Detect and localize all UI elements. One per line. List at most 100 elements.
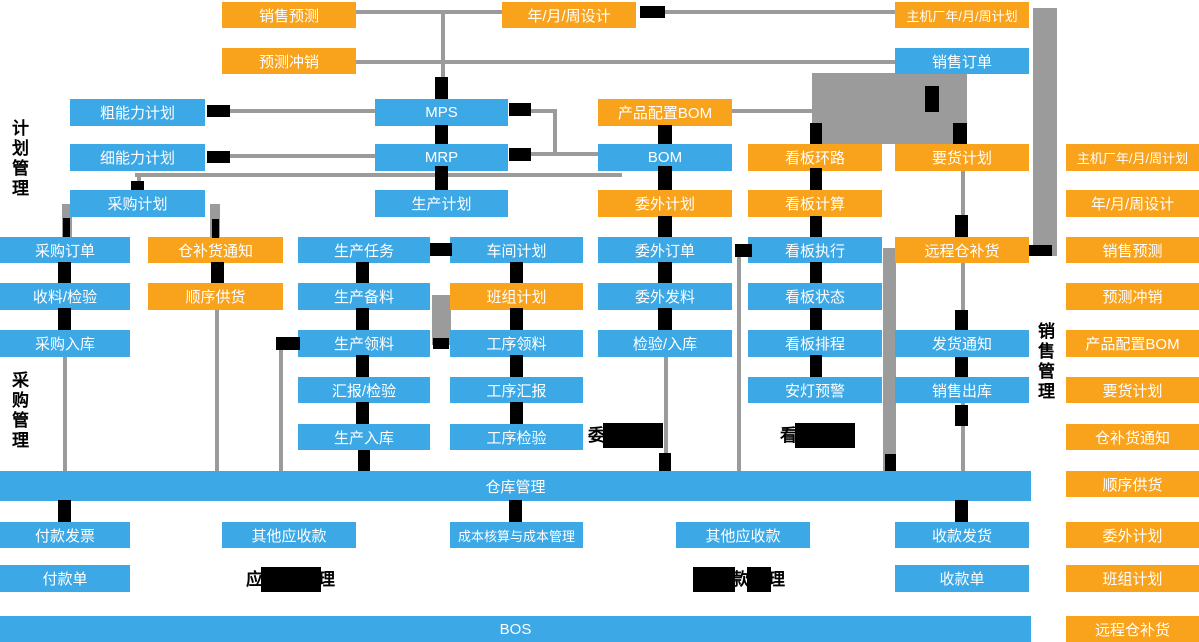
redaction-block: 板管理 (795, 423, 855, 448)
node-sales-outbound: 销售出库 (895, 377, 1029, 403)
node-team-plan: 班组计划 (450, 283, 583, 310)
node-warehouse-management-bar: 仓库管理 (0, 471, 1031, 501)
connector-line (531, 109, 557, 113)
section-label-text: 理 (768, 570, 786, 589)
redaction-block: 管 (747, 567, 771, 592)
node-oem-year-month-week-plan: 主机厂年/月/周计划 (895, 2, 1029, 28)
node-mps: MPS (375, 99, 508, 126)
connector-mark (207, 151, 230, 163)
connector-mark (433, 338, 449, 349)
connector-mark (810, 355, 822, 377)
connector-mark (435, 166, 448, 190)
connector-mark (510, 308, 523, 330)
connector-line (356, 10, 502, 14)
connector-mark (658, 166, 672, 190)
node-shipping-notice: 发货通知 (895, 330, 1029, 357)
node-bom: BOM (598, 144, 732, 171)
connector-mark (1029, 245, 1052, 256)
node-forecast-offset: 预测冲销 (222, 48, 356, 74)
connector-mark (885, 454, 896, 471)
connector-line (135, 173, 622, 177)
section-label-kanban-management: 看板管理 (780, 423, 855, 448)
connector-mark (810, 123, 822, 144)
node-process-report: 工序汇报 (450, 377, 583, 403)
connector-mark (658, 125, 672, 144)
side-label-sales-management: 销售管理 (1035, 322, 1054, 402)
node-rough-capacity-plan: 粗能力计划 (70, 99, 205, 126)
section-label-text: 款 (732, 570, 750, 589)
node-process-picking: 工序领料 (450, 330, 583, 357)
side-label-purchasing-management: 采购管理 (9, 371, 28, 451)
node-remote-warehouse-replenish: 远程仓补货 (895, 237, 1029, 263)
node-rc-sales-forecast: 销售预测 (1066, 237, 1199, 263)
section-label-text: 看 (780, 426, 798, 445)
node-rc-team-plan: 班组计划 (1066, 565, 1199, 592)
node-production-plan: 生产计划 (375, 190, 508, 217)
connector-line (356, 60, 895, 64)
node-kanban-scheduling: 看板排程 (748, 330, 882, 357)
node-fine-capacity-plan: 细能力计划 (70, 144, 205, 171)
connector-mark (658, 308, 672, 330)
node-outsourcing-material-issue: 委外发料 (598, 283, 732, 310)
connector-mark (58, 308, 71, 330)
connector-line (63, 357, 67, 471)
node-kanban-status: 看板状态 (748, 283, 882, 310)
connector-mark (212, 219, 219, 238)
section-label-outsourcing-management: 委外管理 (588, 423, 663, 448)
node-outsourcing-order: 委外订单 (598, 237, 732, 263)
node-andon-warning: 安灯预警 (748, 377, 882, 403)
connector-line (664, 356, 668, 471)
connector-line (230, 154, 375, 158)
node-warehouse-replenish-notice: 仓补货通知 (148, 237, 283, 263)
connector-line (961, 171, 965, 237)
node-other-receivables-left: 其他应收款 (222, 522, 356, 548)
node-rc-remote-warehouse-replenish: 远程仓补货 (1066, 616, 1199, 642)
connector-mark (356, 355, 369, 377)
node-rc-delivery-request-plan: 要货计划 (1066, 377, 1199, 403)
node-other-receivables-right: 其他应收款 (676, 522, 810, 548)
node-purchase-plan: 采购计划 (70, 190, 205, 217)
connector-line (732, 109, 812, 113)
connector-mark (810, 168, 822, 190)
section-label-accounts-payable-management: 应付款管理 (246, 567, 336, 592)
node-rc-warehouse-replenish-notice: 仓补货通知 (1066, 424, 1199, 450)
node-receipt-slip: 收款单 (895, 565, 1029, 592)
node-workshop-plan: 车间计划 (450, 237, 583, 263)
connector-mark (810, 216, 822, 237)
connector-mark (207, 105, 230, 117)
section-label-accounts-receivable-management: 应收款管理 (693, 567, 786, 592)
connector-mark (925, 86, 939, 112)
connector-mark (131, 181, 144, 190)
section-label-text: 理 (318, 570, 336, 589)
node-outsourcing-plan: 委外计划 (598, 190, 732, 217)
redaction-block: 外管理 (603, 423, 663, 448)
connector-mark (435, 125, 448, 144)
connector-mark (63, 218, 70, 237)
node-production-task: 生产任务 (298, 237, 430, 263)
node-kanban-loop: 看板环路 (748, 144, 882, 171)
node-payment-invoice: 付款发票 (0, 522, 130, 548)
connector-mark (810, 308, 822, 330)
node-payment-slip: 付款单 (0, 565, 130, 592)
node-kanban-execution: 看板执行 (748, 237, 882, 263)
connector-mark (955, 215, 968, 237)
node-sales-order: 销售订单 (895, 48, 1029, 74)
connector-line (441, 14, 445, 99)
node-production-picking: 生产领料 (298, 330, 430, 357)
connector-mark (58, 500, 71, 522)
redaction-block: 应收 (693, 567, 735, 592)
connector-mark (356, 308, 369, 330)
connector-mark (509, 148, 531, 161)
node-kanban-calculation: 看板计算 (748, 190, 882, 217)
section-label-text: 委 (588, 426, 606, 445)
connector-line (553, 111, 557, 156)
node-report-inspection: 汇报/检验 (298, 377, 430, 403)
connector-mark (510, 402, 523, 424)
connector-mark (955, 405, 968, 426)
node-rc-forecast-offset: 预测冲销 (1066, 283, 1199, 310)
node-inspection-inbound: 检验/入库 (598, 330, 732, 357)
node-bos-bar: BOS (0, 616, 1031, 642)
node-delivery-request-plan: 要货计划 (895, 144, 1029, 171)
connector-mark (510, 355, 523, 377)
connector-line (215, 310, 219, 471)
